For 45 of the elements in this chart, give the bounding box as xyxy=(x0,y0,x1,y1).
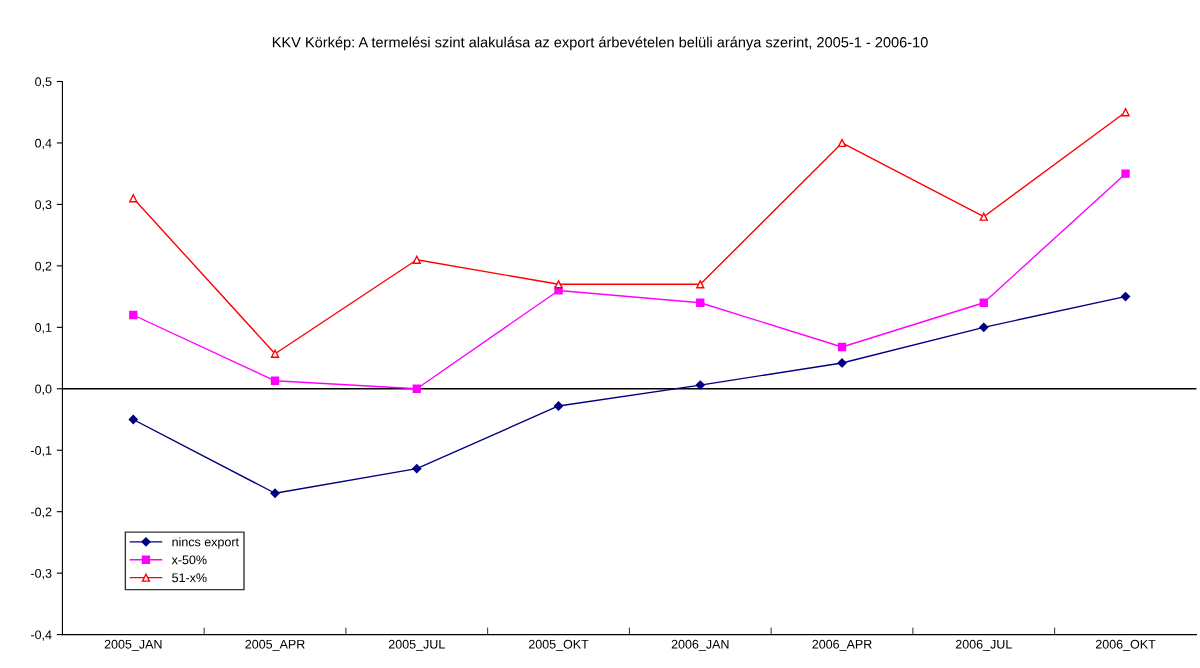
y-tick-label: 0,3 xyxy=(35,200,52,211)
y-tick-label: -0,3 xyxy=(31,568,52,580)
y-tick-label: 0,1 xyxy=(35,323,52,334)
point xyxy=(837,138,847,148)
x-tick-label: 2006_JAN xyxy=(671,639,729,651)
point xyxy=(129,194,138,203)
x-tick-label: 2006_APR xyxy=(812,639,872,651)
point xyxy=(979,322,989,332)
legend-label: x-50% xyxy=(171,555,207,565)
point xyxy=(412,464,422,474)
y-tick-label: 0,4 xyxy=(35,138,52,150)
x-tick-label: 2005_JUL xyxy=(388,639,445,651)
point xyxy=(554,286,563,295)
x-tick-label: 2005_APR xyxy=(245,639,305,651)
point xyxy=(412,255,421,264)
point xyxy=(1121,169,1130,178)
point xyxy=(837,342,847,352)
point xyxy=(696,280,705,289)
point xyxy=(1121,108,1130,117)
point xyxy=(695,380,705,390)
legend-label: nincs export xyxy=(172,537,239,549)
x-tick-label: 2006_OKT xyxy=(1095,639,1156,651)
point xyxy=(1120,291,1131,302)
chart-title: KKV Körkép: A termelési szint alakulása az export árbevételen belüli aránya szerint, 2005-1 - 2006-10 xyxy=(272,36,928,51)
y-tick-label: -0,1 xyxy=(31,446,52,457)
point xyxy=(553,401,564,411)
legend-label: 51-x% xyxy=(172,573,207,583)
x-tick-label: 2005_OKT xyxy=(528,639,589,651)
y-tick-label: 0,2 xyxy=(35,261,52,272)
point xyxy=(979,298,988,307)
y-tick-label: 0,5 xyxy=(35,77,52,88)
point xyxy=(270,349,280,358)
point xyxy=(129,310,138,320)
point xyxy=(412,384,421,393)
x-tick-label: 2006_JUL xyxy=(955,639,1012,651)
x-tick-label: 2005_JAN xyxy=(104,639,162,651)
point xyxy=(696,298,705,307)
point xyxy=(270,488,280,498)
point xyxy=(979,212,988,221)
point xyxy=(270,376,280,385)
point xyxy=(128,414,138,425)
y-tick-label: 0,0 xyxy=(35,384,52,395)
y-tick-label: -0,2 xyxy=(31,507,52,518)
point xyxy=(554,280,563,289)
y-tick-label: -0,4 xyxy=(31,630,52,641)
